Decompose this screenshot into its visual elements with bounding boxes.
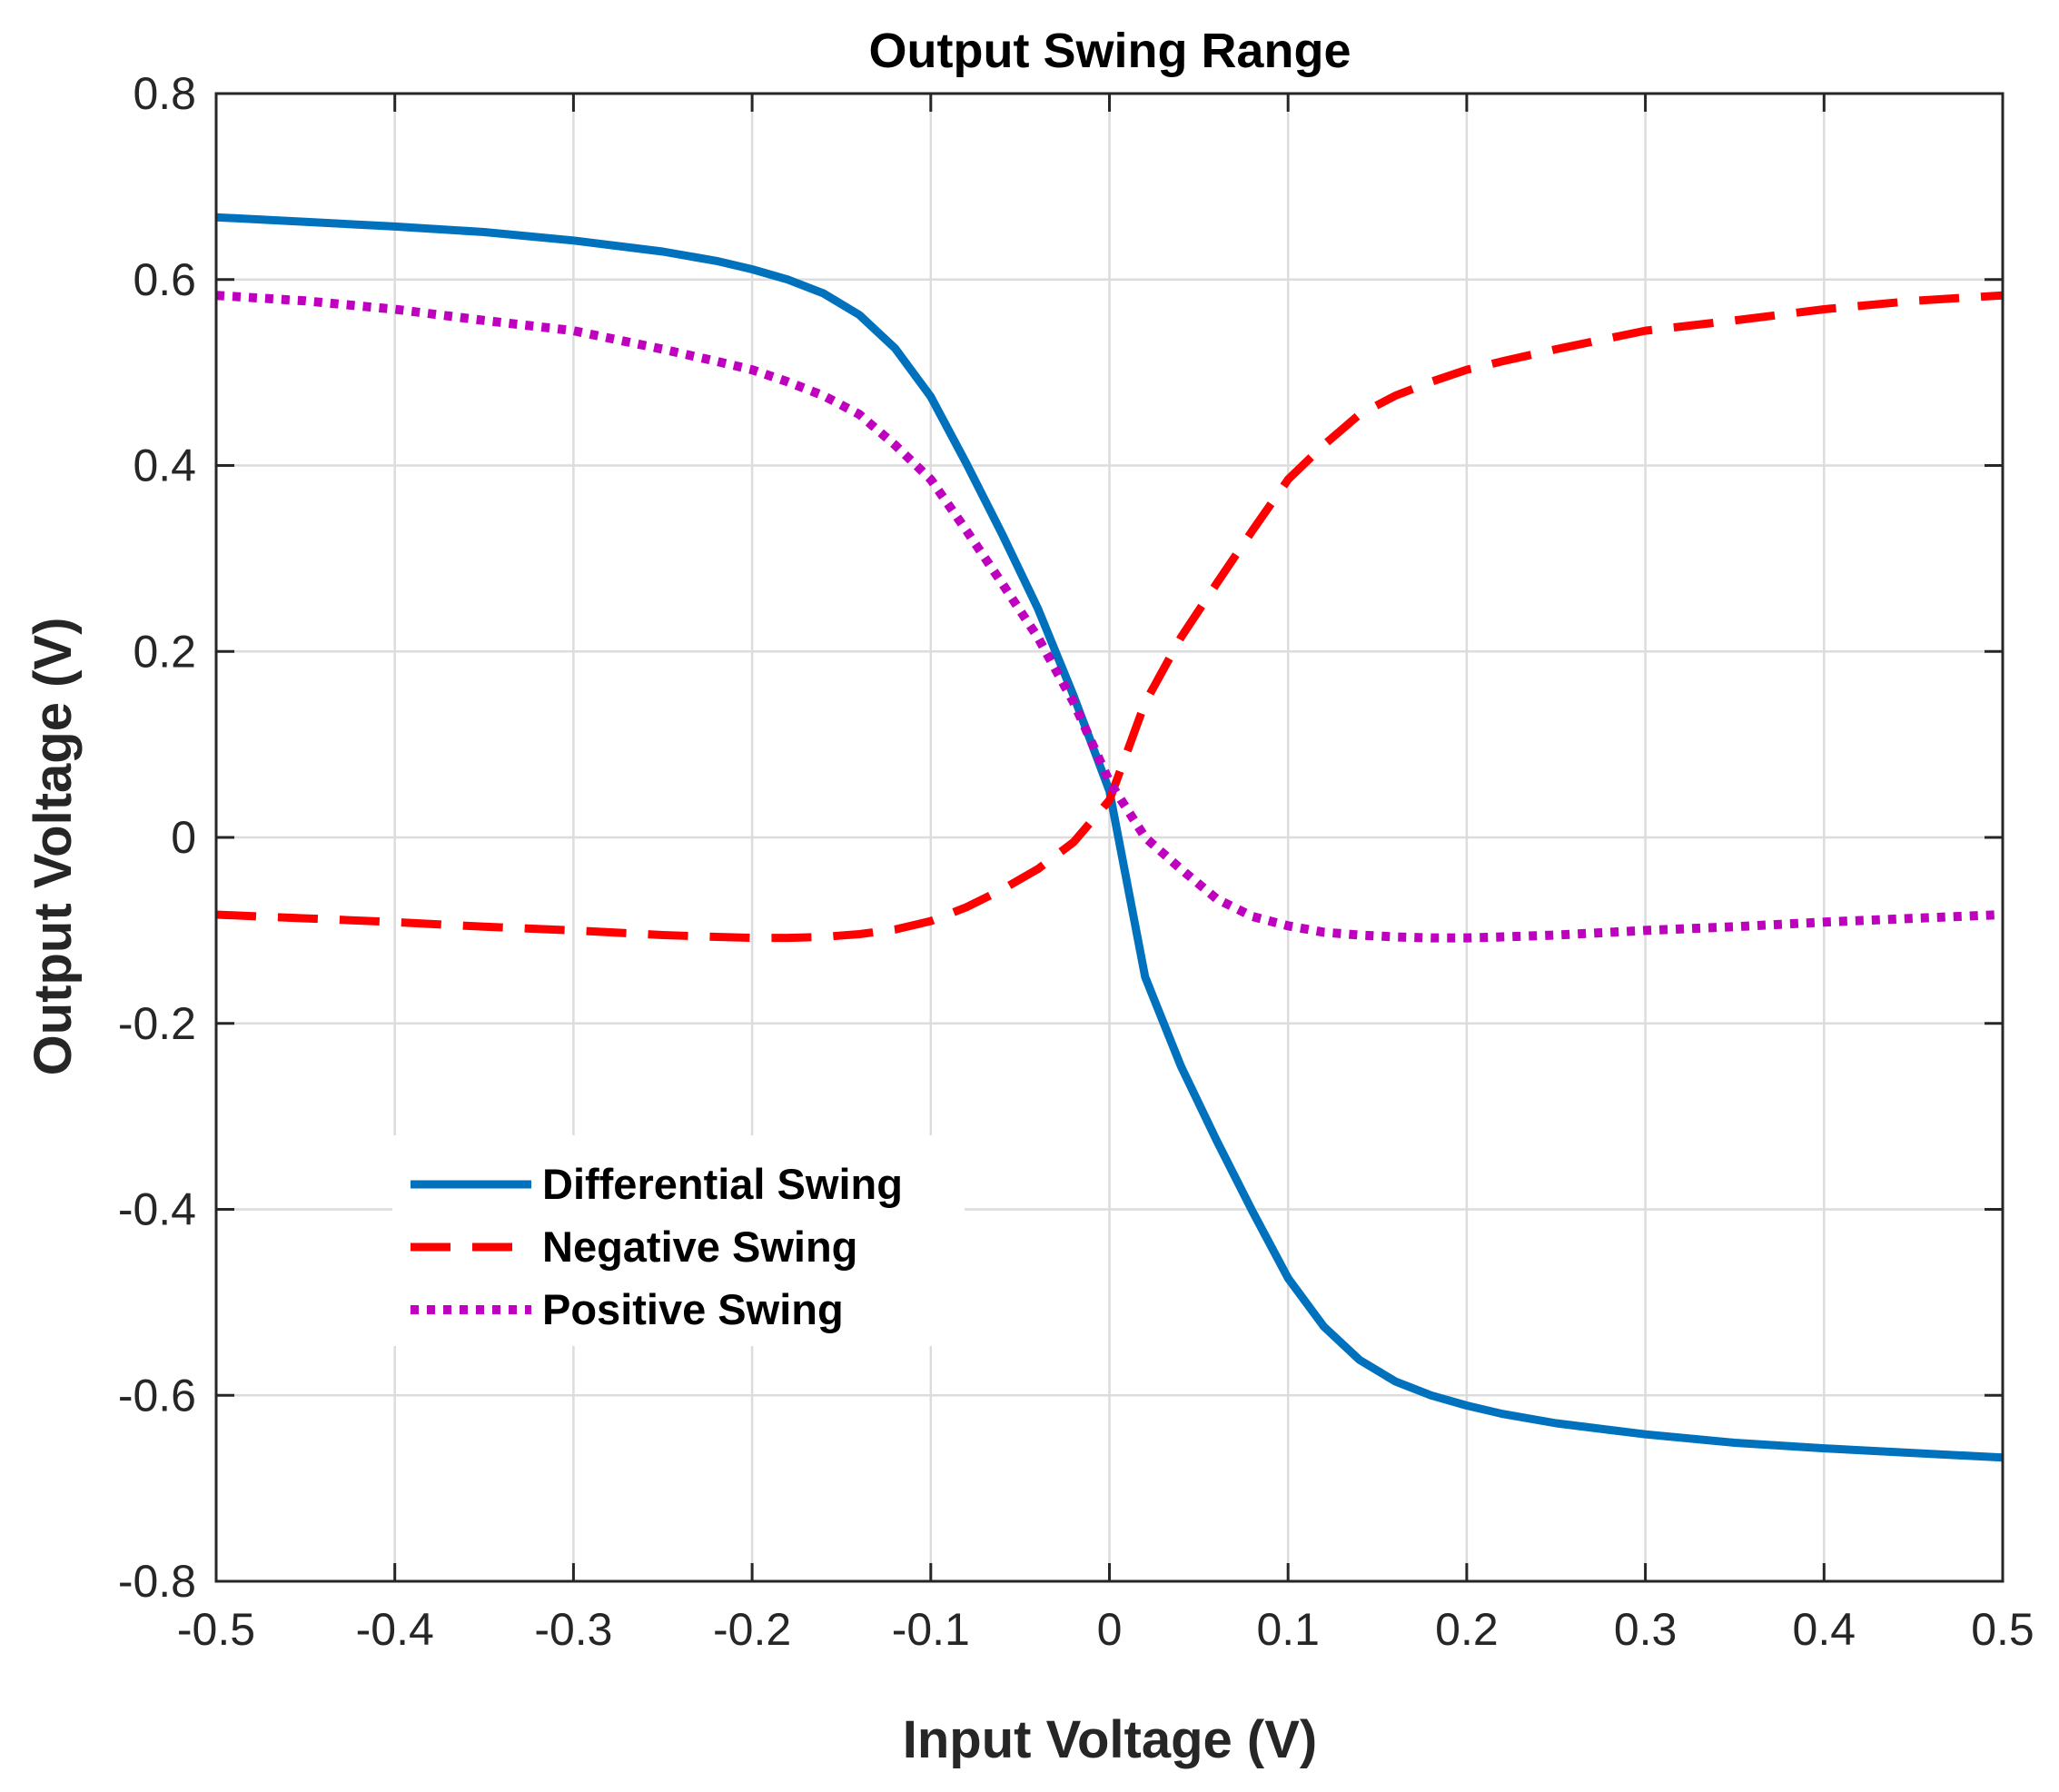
y-tick-label: 0: [171, 812, 196, 863]
y-tick-label: 0.8: [133, 68, 196, 119]
axes: [214, 92, 2005, 1583]
y-tick-label: 0.2: [133, 626, 196, 677]
series-line-positive-swing: [215, 291, 2004, 943]
x-axis-label: Input Voltage (V): [903, 1710, 1317, 1769]
legend: Differential Swing Negative Swing Positive…: [392, 1135, 965, 1346]
x-tick-label: -0.1: [892, 1604, 970, 1655]
x-tick-label: -0.3: [534, 1604, 612, 1655]
y-tick-label: -0.4: [118, 1184, 196, 1235]
x-tick-label: 0.3: [1614, 1604, 1678, 1655]
x-tick-label: -0.2: [713, 1604, 791, 1655]
y-tick-label: -0.8: [118, 1556, 196, 1607]
y-tick-label: 0.4: [133, 441, 196, 491]
legend-box: [392, 1135, 965, 1346]
chart-title: Output Swing Range: [869, 24, 1351, 78]
x-tick-label: -0.5: [177, 1604, 255, 1655]
y-axis-label: Output Voltage (V): [24, 618, 83, 1076]
x-tick-label: 0.4: [1793, 1604, 1856, 1655]
legend-label: Negative Swing: [542, 1223, 857, 1271]
y-tick-label: -0.6: [118, 1370, 196, 1421]
x-tick-label: 0: [1097, 1604, 1123, 1655]
series-line-negative-swing: [215, 291, 2004, 943]
tick-labels: -0.5 -0.4 -0.3 -0.2 -0.1 0 0.1 0.2 0.3 0.4 0.5 0.8 0…: [118, 68, 2034, 1655]
x-tick-label: 0.2: [1435, 1604, 1499, 1655]
x-tick-label: 0.5: [1971, 1604, 2034, 1655]
x-tick-label: 0.1: [1256, 1604, 1320, 1655]
legend-label: Differential Swing: [542, 1160, 903, 1208]
x-tick-label: -0.4: [356, 1604, 434, 1655]
series-layer: [215, 213, 2004, 1462]
y-tick-label: -0.2: [118, 998, 196, 1049]
y-tick-label: 0.6: [133, 254, 196, 305]
legend-label: Positive Swing: [542, 1285, 844, 1333]
